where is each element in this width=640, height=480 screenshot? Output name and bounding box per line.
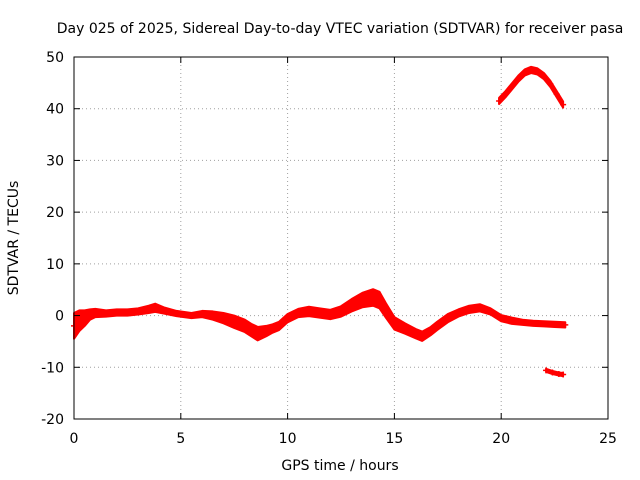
data-point — [560, 101, 567, 108]
data-point — [135, 308, 142, 315]
data-point — [76, 317, 83, 324]
data-point — [466, 306, 473, 313]
data-point — [295, 309, 302, 316]
series-2 — [496, 65, 567, 109]
data-point — [540, 73, 547, 80]
data-point — [92, 309, 99, 316]
x-tick-label: 20 — [492, 431, 510, 447]
y-tick-label: -10 — [41, 360, 64, 376]
y-axis-label: SDTVAR / TECUs — [6, 181, 22, 296]
data-point — [498, 315, 505, 322]
data-point — [173, 310, 180, 317]
plot-frame — [73, 56, 609, 420]
y-tick-label: 40 — [46, 102, 64, 118]
data-point — [391, 320, 398, 327]
y-tick-label: 0 — [55, 309, 64, 325]
x-tick-label: 25 — [599, 431, 617, 447]
data-point — [269, 325, 276, 332]
data-point — [434, 322, 441, 329]
data-point — [508, 83, 515, 90]
data-point — [231, 318, 238, 325]
data-point — [476, 304, 483, 311]
data-point — [263, 328, 270, 335]
x-tick-label: 10 — [279, 431, 297, 447]
data-point — [370, 294, 377, 301]
data-point — [515, 75, 522, 82]
data-point — [338, 308, 344, 315]
data-point — [455, 309, 462, 316]
data-point — [553, 91, 560, 98]
data-point — [419, 333, 426, 340]
data-point — [402, 325, 409, 332]
y-tick-label: 10 — [46, 257, 64, 273]
data-point — [209, 312, 216, 319]
series-1 — [71, 288, 569, 342]
grid-lines — [74, 57, 608, 419]
data-point — [562, 321, 569, 328]
data-point — [316, 309, 323, 316]
x-tick-label: 5 — [176, 431, 185, 447]
data-point — [560, 371, 567, 378]
data-point — [487, 308, 494, 315]
series-3 — [543, 367, 567, 378]
y-tick-label: -20 — [41, 412, 64, 428]
data-series — [71, 65, 569, 378]
data-point — [160, 307, 167, 314]
data-point — [348, 302, 355, 309]
data-point — [547, 80, 554, 87]
data-point — [376, 297, 383, 304]
y-tick-label: 30 — [46, 153, 64, 169]
data-point — [496, 97, 503, 104]
y-tick-label: 50 — [46, 50, 64, 66]
y-tick-label: 20 — [46, 205, 64, 221]
data-point — [81, 315, 88, 322]
data-point — [508, 317, 515, 324]
data-point — [113, 309, 120, 316]
data-point — [152, 304, 159, 311]
data-point — [528, 66, 535, 73]
data-point — [382, 307, 389, 314]
x-tick-label: 0 — [70, 431, 79, 447]
data-point — [530, 320, 537, 327]
data-point — [254, 330, 261, 337]
data-point — [103, 310, 110, 317]
data-point — [534, 68, 541, 75]
data-point — [444, 315, 451, 322]
data-point — [248, 327, 255, 334]
x-tick-label: 15 — [385, 431, 403, 447]
data-point — [427, 328, 434, 335]
data-point — [276, 322, 283, 329]
data-point — [284, 315, 291, 322]
data-point — [188, 312, 195, 319]
axis-ticks: 0 5 10 15 20 25 -20 -10 0 10 20 30 40 50 — [41, 50, 617, 447]
data-point — [124, 309, 131, 316]
data-point — [543, 367, 550, 374]
data-point — [87, 311, 94, 318]
data-point — [549, 369, 556, 376]
data-point — [521, 69, 528, 76]
data-point — [359, 297, 366, 304]
x-axis-label: GPS time / hours — [281, 458, 398, 474]
data-point — [551, 321, 558, 328]
data-point — [502, 91, 509, 98]
data-point — [412, 330, 419, 337]
data-point — [199, 311, 206, 318]
data-point — [519, 319, 526, 326]
chart-title: Day 025 of 2025, Sidereal Day-to-day VTE… — [57, 21, 624, 37]
data-point — [145, 306, 152, 313]
data-point — [305, 308, 312, 315]
data-point — [220, 315, 227, 322]
series-band — [498, 65, 565, 109]
data-point — [327, 311, 334, 318]
data-point — [540, 320, 547, 327]
data-point — [241, 322, 248, 329]
